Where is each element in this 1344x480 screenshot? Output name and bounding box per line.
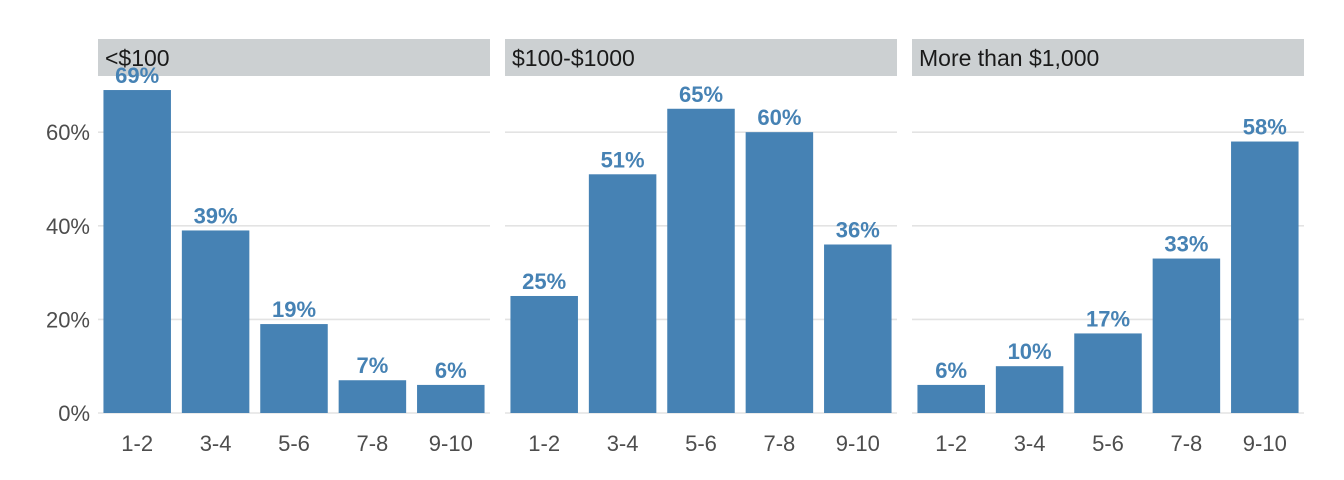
y-tick-label: 60%	[46, 120, 90, 145]
x-tick-label: 9-10	[1243, 431, 1287, 456]
bar	[338, 380, 407, 413]
bar	[995, 366, 1064, 413]
data-label: 36%	[836, 218, 880, 243]
bar	[824, 244, 892, 413]
x-tick-label: 5-6	[278, 431, 310, 456]
data-label: 25%	[522, 269, 566, 294]
bar	[260, 324, 328, 413]
data-label: 7%	[357, 353, 389, 378]
data-label: 6%	[435, 358, 467, 383]
x-tick-label: 5-6	[685, 431, 717, 456]
bar	[1231, 141, 1299, 413]
y-tick-label: 40%	[46, 214, 90, 239]
data-label: 60%	[757, 105, 801, 130]
x-tick-label: 7-8	[764, 431, 796, 456]
panel-title: $100-$1000	[512, 45, 635, 71]
data-label: 17%	[1086, 306, 1130, 331]
bar	[103, 90, 171, 414]
data-label: 6%	[935, 358, 967, 383]
data-label: 19%	[272, 297, 316, 322]
panel-title: More than $1,000	[919, 45, 1099, 71]
data-label: 51%	[601, 147, 645, 172]
x-tick-label: 9-10	[836, 431, 880, 456]
y-tick-label: 20%	[46, 307, 90, 332]
y-tick-label: 0%	[58, 401, 90, 426]
panel-strip	[912, 39, 1304, 76]
bar	[745, 132, 814, 413]
x-tick-label: 1-2	[935, 431, 967, 456]
panel-strip	[505, 39, 897, 76]
data-label: 69%	[115, 63, 159, 88]
bar	[1152, 258, 1221, 413]
panel: $100-$1000 25% 1-2 51% 3-4 65% 5-6 60% 7-8 36% 9-1…	[505, 39, 897, 456]
x-tick-label: 3-4	[200, 431, 232, 456]
x-tick-label: 1-2	[528, 431, 560, 456]
x-tick-label: 3-4	[1014, 431, 1046, 456]
x-tick-label: 3-4	[607, 431, 639, 456]
panel-title: <$100	[105, 45, 170, 71]
bar	[917, 384, 985, 413]
bar	[510, 295, 578, 413]
panel: More than $1,000 6% 1-2 10% 3-4 17% 5-6 33% 7-8 5…	[912, 39, 1304, 456]
bar	[417, 384, 485, 413]
bar	[667, 108, 735, 413]
panel-strip	[98, 39, 490, 76]
bar	[181, 230, 250, 413]
data-label: 33%	[1164, 232, 1208, 257]
chart-panels: <$10069%1-239%3-419%5-67%7-86%9-10$100-$…	[98, 39, 1304, 456]
bar	[588, 174, 657, 413]
data-label: 58%	[1243, 115, 1287, 140]
x-tick-label: 7-8	[1171, 431, 1203, 456]
x-tick-label: 9-10	[429, 431, 473, 456]
x-tick-label: 5-6	[1092, 431, 1124, 456]
y-axis: 0% 20% 40% 60%	[46, 120, 90, 426]
x-tick-label: 7-8	[357, 431, 389, 456]
data-label: 39%	[194, 203, 238, 228]
data-label: 65%	[679, 82, 723, 107]
data-label: 10%	[1008, 339, 1052, 364]
x-tick-label: 1-2	[121, 431, 153, 456]
bar	[1074, 333, 1142, 413]
